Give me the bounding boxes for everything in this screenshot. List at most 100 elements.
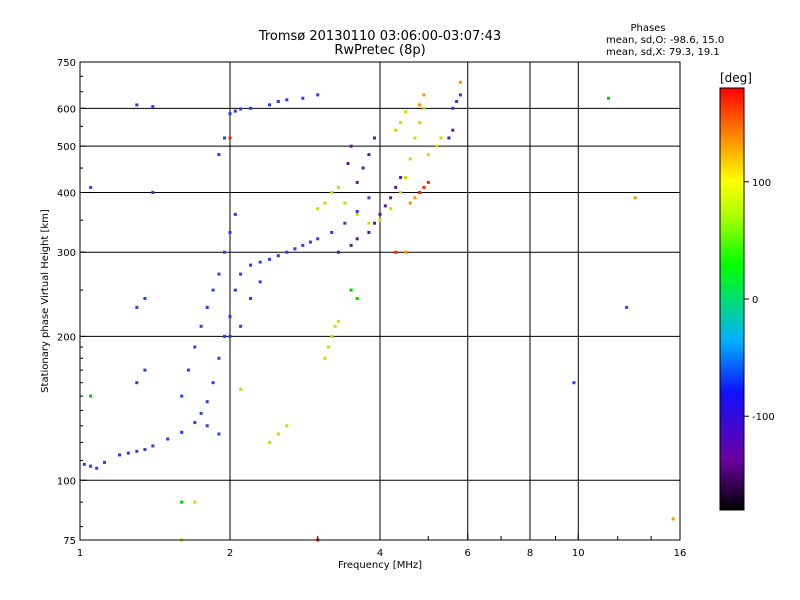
- data-point: [316, 207, 320, 211]
- data-point: [330, 334, 334, 338]
- data-point: [343, 221, 347, 225]
- data-point: [268, 257, 271, 261]
- data-point: [276, 432, 280, 436]
- colorbar-ticks: -100 0 100: [744, 178, 775, 423]
- data-point: [233, 109, 237, 113]
- data-point: [228, 136, 232, 140]
- data-point: [349, 243, 353, 247]
- data-point: [276, 254, 280, 258]
- data-point: [211, 381, 215, 385]
- data-point: [193, 500, 197, 504]
- data-point: [268, 103, 271, 107]
- data-point: [151, 191, 155, 194]
- data-point: [228, 112, 232, 116]
- y-tick-label: 100: [57, 476, 76, 487]
- data-point: [180, 430, 184, 434]
- data-point: [355, 210, 359, 213]
- data-point: [166, 437, 170, 441]
- data-point: [233, 288, 237, 292]
- data-point: [89, 185, 93, 189]
- data-point: [373, 221, 376, 225]
- data-point: [135, 103, 139, 107]
- data-point: [418, 103, 421, 107]
- x-axis-ticks: 1 2 4 6 8 10 16: [77, 534, 687, 559]
- data-point: [285, 424, 289, 428]
- colorbar-tick-label: -100: [752, 412, 775, 423]
- data-point: [89, 464, 93, 468]
- data-point: [671, 517, 675, 521]
- data-point: [217, 272, 221, 276]
- data-point: [217, 153, 221, 157]
- data-point: [439, 136, 443, 140]
- data-point: [95, 466, 99, 470]
- data-point: [223, 136, 226, 140]
- data-point: [239, 387, 243, 391]
- data-point: [349, 144, 353, 148]
- colorbar: [719, 87, 745, 511]
- data-point: [399, 121, 403, 125]
- data-point: [233, 212, 237, 216]
- x-axis-label: Frequency [MHz]: [338, 560, 422, 571]
- grid-lines: [80, 62, 680, 540]
- data-point: [355, 180, 359, 184]
- data-point: [451, 128, 455, 132]
- data-point: [205, 400, 209, 404]
- data-point: [199, 324, 203, 328]
- data-point: [399, 176, 403, 179]
- data-point: [361, 166, 365, 170]
- data-point: [389, 196, 393, 200]
- data-point: [118, 453, 121, 457]
- x-tick-label: 10: [572, 548, 585, 559]
- data-point: [408, 157, 412, 161]
- data-point: [135, 305, 139, 309]
- data-point: [633, 196, 637, 200]
- y-axis-ticks: 75 100 200 300 400 500 600 750: [57, 58, 86, 547]
- x-tick-label: 4: [377, 548, 383, 559]
- data-point: [217, 432, 221, 436]
- data-point: [135, 449, 139, 453]
- data-point: [355, 212, 359, 216]
- data-point: [82, 462, 86, 466]
- data-point: [349, 288, 353, 292]
- data-point: [367, 196, 371, 200]
- data-point: [268, 440, 271, 444]
- y-tick-label: 400: [57, 188, 76, 199]
- chart-subtitle: RwPretec (8p): [334, 43, 425, 58]
- data-point: [199, 411, 203, 415]
- x-tick-label: 16: [674, 548, 687, 559]
- y-tick-label: 500: [57, 142, 76, 153]
- phase-info-o: mean, sd,O: -98.6, 15.0: [606, 35, 724, 46]
- data-point: [89, 394, 93, 398]
- data-point: [408, 201, 412, 205]
- data-point: [323, 356, 327, 360]
- data-point: [143, 448, 147, 451]
- colorbar-tick-label: 0: [752, 295, 758, 306]
- data-point: [355, 237, 359, 241]
- data-points: [82, 80, 675, 542]
- data-point: [336, 250, 340, 254]
- data-point: [404, 176, 407, 179]
- data-point: [367, 153, 371, 157]
- data-point: [276, 100, 280, 103]
- data-point: [373, 136, 376, 140]
- y-tick-label: 300: [57, 248, 76, 259]
- data-point: [378, 218, 382, 222]
- data-point: [607, 96, 610, 100]
- data-point: [239, 107, 243, 111]
- data-point: [404, 250, 407, 254]
- data-point: [355, 297, 359, 300]
- data-point: [239, 324, 243, 328]
- data-point: [151, 105, 155, 109]
- phase-info-title: Phases: [630, 23, 665, 34]
- data-point: [180, 394, 184, 398]
- data-point: [455, 100, 459, 103]
- data-point: [285, 250, 289, 254]
- data-point: [458, 80, 462, 84]
- data-point: [399, 191, 403, 194]
- data-point: [418, 121, 421, 125]
- data-point: [228, 315, 232, 319]
- data-point: [301, 96, 305, 100]
- data-point: [330, 191, 334, 194]
- y-tick-label: 750: [57, 58, 76, 69]
- data-point: [422, 93, 426, 97]
